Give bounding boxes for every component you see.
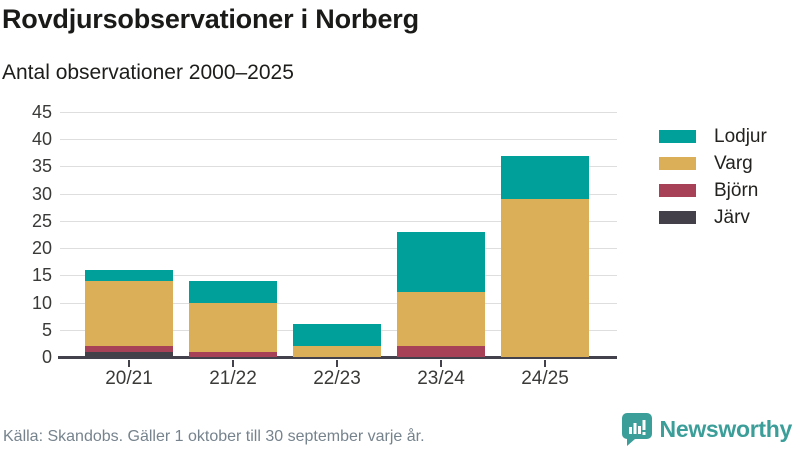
bar-chart-speech-bubble-icon <box>621 413 652 446</box>
bar-group-24-25: 24/25 <box>493 112 597 389</box>
bar-segment-varg <box>397 291 485 347</box>
x-axis-tick-label: 20/21 <box>105 368 153 389</box>
x-axis-tick <box>336 360 338 367</box>
newsworthy-logo: Newsworthy <box>621 412 792 446</box>
bar-segment-varg <box>85 280 173 347</box>
bar-group-20-21: 20/21 <box>77 112 181 389</box>
stacked-bar <box>397 231 485 357</box>
legend-swatch <box>659 157 696 170</box>
y-axis-tick-label: 10 <box>31 292 52 313</box>
bar-segment-lodjur <box>189 280 277 303</box>
bar-segment-lodjur <box>397 231 485 292</box>
stacked-bar <box>501 155 589 357</box>
stacked-bar <box>189 280 277 357</box>
source-note: Källa: Skandobs. Gäller 1 oktober till 3… <box>3 428 425 445</box>
bar-segment-lodjur <box>293 324 381 347</box>
x-axis-tick <box>232 360 234 367</box>
chart-subtitle: Antal observationer 2000–2025 <box>2 61 294 84</box>
x-axis-tick-label: 22/23 <box>313 368 361 389</box>
bar-segment-björn <box>189 351 277 357</box>
brand-name: Newsworthy <box>659 415 793 442</box>
bar-segment-varg <box>293 346 381 357</box>
x-axis-line <box>58 356 617 359</box>
legend-label: Lodjur <box>714 126 767 147</box>
y-axis-tick-label: 30 <box>31 183 52 204</box>
bar-segment-björn <box>397 346 485 357</box>
y-axis-tick-label: 35 <box>31 156 52 177</box>
bar-segment-lodjur <box>501 155 589 200</box>
legend-swatch <box>659 184 696 197</box>
bar-group-23-24: 23/24 <box>389 112 493 389</box>
gridline <box>60 193 617 195</box>
legend-item-lodjur: Lodjur <box>659 126 767 147</box>
stacked-bar <box>293 324 381 357</box>
legend-label: Björn <box>714 180 759 201</box>
x-axis-tick <box>128 360 130 367</box>
gridline <box>60 248 617 250</box>
gridline <box>60 139 617 141</box>
x-axis-tick <box>544 360 546 367</box>
legend-item-björn: Björn <box>659 180 767 201</box>
bar-segment-lodjur <box>85 269 173 281</box>
legend-item-varg: Varg <box>659 153 767 174</box>
gridline <box>60 275 617 277</box>
bar-segment-järv <box>85 351 173 357</box>
stacked-bar <box>85 269 173 357</box>
chart-title: Rovdjursobservationer i Norberg <box>2 4 419 34</box>
x-axis-tick-label: 21/22 <box>209 368 257 389</box>
bar-group-22-23: 22/23 <box>285 112 389 389</box>
legend-item-järv: Järv <box>659 207 767 228</box>
bar-group-21-22: 21/22 <box>181 112 285 389</box>
y-axis-tick-label: 20 <box>31 238 52 259</box>
gridline <box>60 112 617 113</box>
bar-segment-björn <box>85 346 173 352</box>
x-axis-tick-label: 24/25 <box>521 368 569 389</box>
y-axis-tick-label: 5 <box>41 319 52 340</box>
y-axis-tick-label: 25 <box>31 210 52 231</box>
y-axis-tick-label: 15 <box>31 265 52 286</box>
bar-segment-varg <box>501 199 589 357</box>
y-axis-tick-label: 0 <box>41 347 52 367</box>
legend-swatch <box>659 130 696 143</box>
y-axis-tick-label: 45 <box>31 102 52 122</box>
x-axis-tick-label: 23/24 <box>417 368 465 389</box>
y-axis-tick-label: 40 <box>31 129 52 150</box>
legend: Lodjur Varg Björn Järv <box>659 126 767 228</box>
gridline <box>60 166 617 168</box>
x-axis-tick <box>440 360 442 367</box>
legend-swatch <box>659 211 696 224</box>
gridline <box>60 220 617 222</box>
gridline <box>60 302 617 304</box>
bar-segment-varg <box>189 302 277 352</box>
legend-label: Varg <box>714 153 753 174</box>
legend-label: Järv <box>714 207 750 228</box>
bars-container: 20/21 21/22 22/23 23/24 24/25 <box>77 112 597 389</box>
